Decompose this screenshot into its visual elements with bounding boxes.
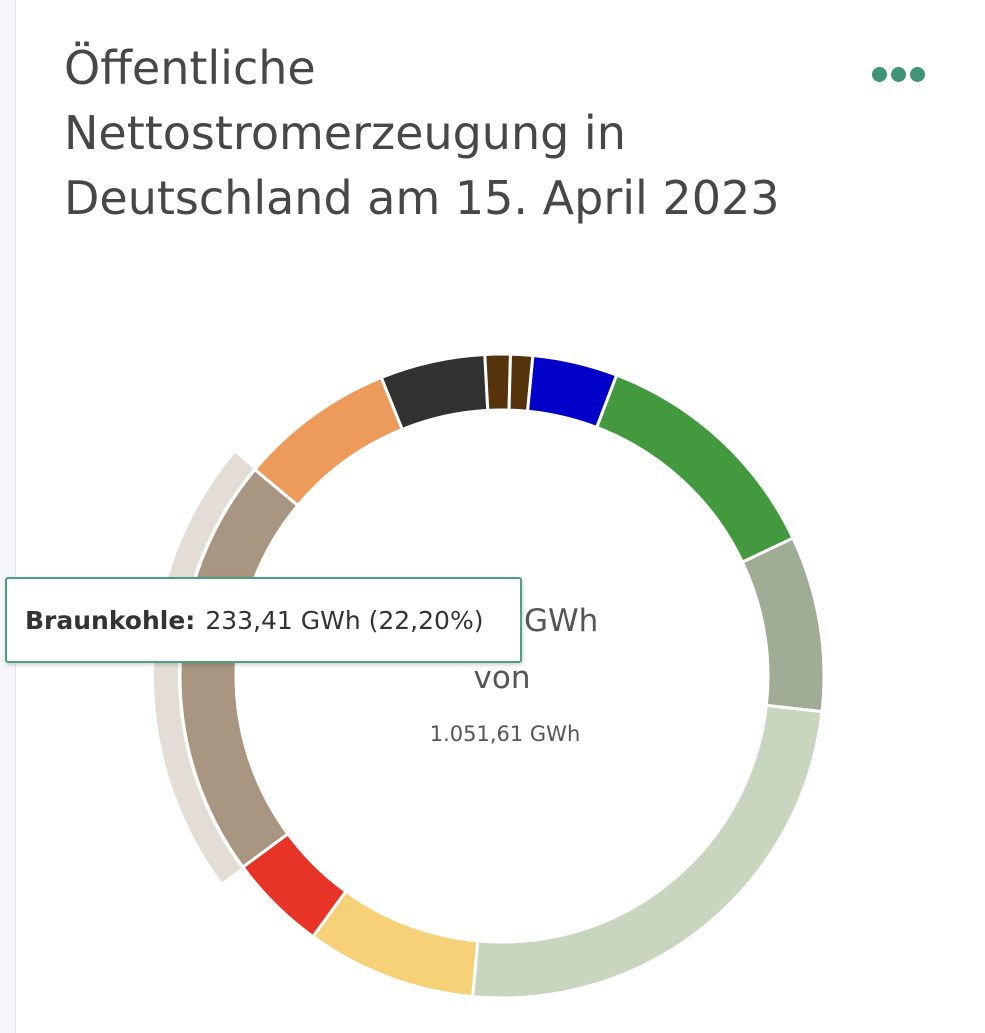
more-dots-icon[interactable]: [862, 58, 934, 90]
slice-tooltip: Braunkohle: 233,41 GWh (22,20%): [5, 577, 522, 663]
tooltip-series-name: Braunkohle:: [25, 605, 196, 635]
hover-halo: [154, 452, 254, 883]
center-total: 1.051,61 GWh: [430, 722, 581, 746]
donut-slice-hover-halo: [154, 452, 254, 883]
menu-dot: [890, 66, 906, 82]
menu-dot: [909, 66, 925, 82]
donut-slice-5[interactable]: [310, 889, 480, 999]
donut-slices: [178, 352, 826, 1000]
donut-slice-11[interactable]: [507, 352, 535, 413]
donut-slice-10[interactable]: [483, 352, 513, 412]
donut-slice-3[interactable]: [740, 536, 826, 714]
tooltip-series-value: 233,41 GWh (22,20%): [205, 605, 484, 635]
donut-slice-9[interactable]: [379, 352, 490, 432]
left-panel-edge: [0, 0, 16, 1033]
donut-slice-4[interactable]: [470, 703, 824, 1000]
chart-title-line-2: Nettostromerzeugung in: [64, 106, 626, 160]
chart-title-line-1: Öffentliche: [64, 41, 316, 95]
donut-slice-8[interactable]: [252, 375, 405, 508]
chart-title-line-3: Deutschland am 15. April 2023: [64, 171, 780, 225]
menu-dot: [871, 66, 887, 82]
chart-title: Öffentliche Nettostromerzeugung in Deuts…: [64, 36, 844, 231]
center-of-label: von: [474, 660, 531, 696]
donut-slice-2[interactable]: [594, 373, 795, 565]
